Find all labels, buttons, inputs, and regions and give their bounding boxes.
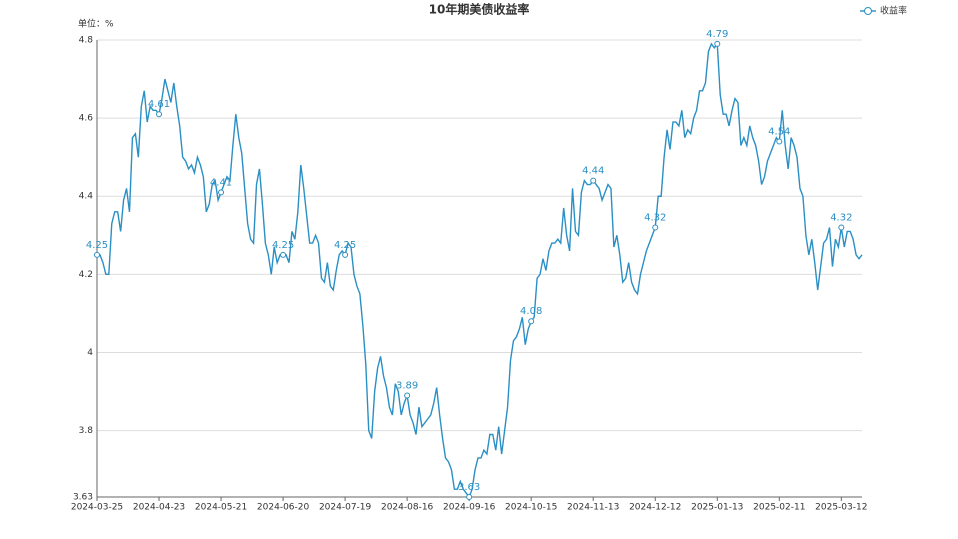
y-tick-label: 4.6: [79, 114, 94, 124]
value-label: 3.63: [458, 482, 480, 493]
value-label: 4.25: [334, 240, 356, 251]
point-marker: [404, 392, 411, 399]
point-marker: [590, 177, 597, 184]
y-tick-label: 4.2: [79, 270, 93, 280]
value-label: 3.89: [396, 380, 418, 391]
value-label: 4.08: [520, 306, 542, 317]
point-marker: [776, 138, 783, 145]
y-tick-label: 3.63: [73, 493, 93, 503]
x-tick-label: 2024-10-15: [505, 503, 557, 513]
value-label: 4.54: [768, 127, 790, 138]
value-label: 4.61: [148, 99, 170, 110]
y-axis-label: 单位：%: [78, 18, 114, 30]
value-label: 4.25: [86, 240, 108, 251]
chart-title: 10年期美债收益率: [429, 2, 530, 17]
x-tick-label: 2024-03-25: [71, 503, 123, 513]
legend-marker: [864, 7, 872, 15]
point-marker: [528, 318, 535, 325]
value-label: 4.32: [644, 212, 666, 223]
value-label: 4.41: [210, 177, 232, 188]
x-tick-label: 2024-04-23: [133, 503, 185, 513]
x-tick-label: 2024-07-19: [319, 503, 372, 513]
point-marker: [280, 251, 287, 258]
point-marker: [156, 111, 163, 118]
y-tick-label: 3.8: [79, 426, 94, 436]
x-tick-label: 2025-02-11: [753, 503, 805, 513]
point-marker: [714, 40, 721, 47]
legend-label: 收益率: [880, 5, 907, 17]
x-tick-label: 2024-06-20: [257, 503, 310, 513]
x-tick-label: 2025-01-13: [691, 503, 743, 513]
x-tick-label: 2024-09-16: [443, 503, 496, 513]
point-marker: [94, 251, 100, 258]
x-tick-label: 2025-03-12: [815, 503, 867, 513]
x-tick-label: 2024-11-13: [567, 503, 619, 513]
x-tick-label: 2024-05-21: [195, 503, 247, 513]
value-label: 4.44: [582, 166, 604, 177]
series-line: [97, 41, 863, 499]
value-label: 4.79: [706, 29, 728, 40]
point-marker: [218, 189, 225, 196]
point-marker: [466, 494, 473, 500]
value-label: 4.25: [272, 240, 294, 251]
y-tick-label: 4.8: [79, 36, 94, 46]
x-tick-label: 2024-12-12: [629, 503, 681, 513]
x-tick-label: 2024-08-16: [381, 503, 434, 513]
point-marker: [342, 251, 349, 258]
value-label: 4.32: [830, 212, 852, 223]
point-marker: [652, 224, 659, 231]
y-tick-label: 4.4: [79, 192, 94, 202]
y-tick-label: 4: [87, 348, 93, 358]
point-marker: [838, 224, 845, 231]
